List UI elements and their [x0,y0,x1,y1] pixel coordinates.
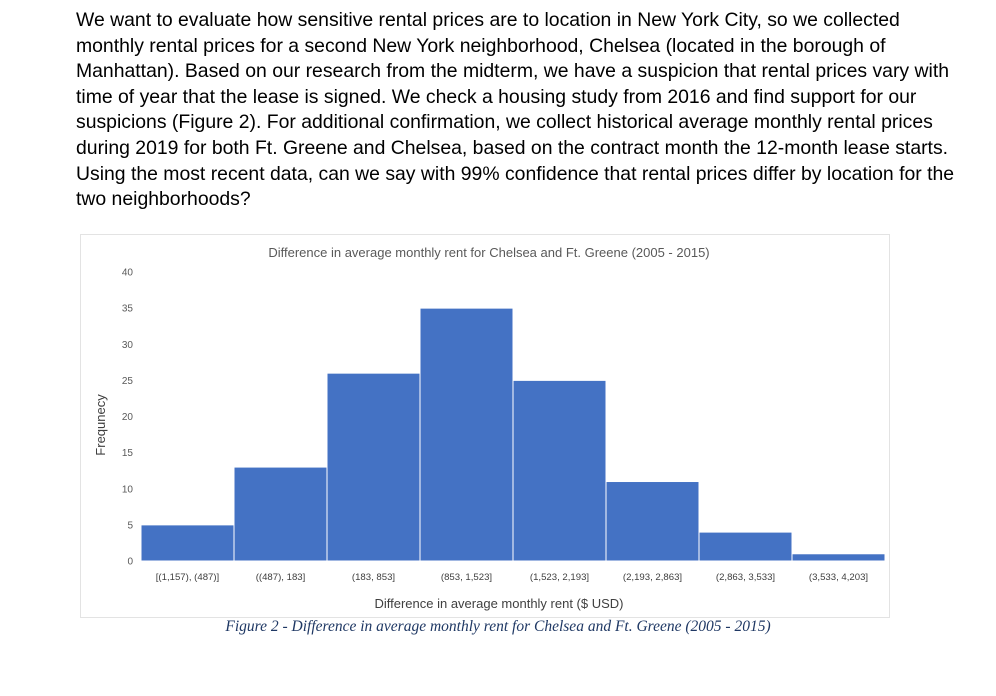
y-tick-label: 30 [122,340,134,351]
x-axis-label: Difference in average monthly rent ($ US… [374,596,623,611]
chart-title: Difference in average monthly rent for C… [268,245,709,260]
histogram-bar [512,379,607,562]
category-label: (853, 1,523] [441,572,492,583]
y-tick-label: 35 [122,304,134,315]
y-tick-label: 0 [127,557,133,568]
category-label: (3,533, 4,203] [809,572,868,583]
histogram-bar [791,553,886,562]
histogram-svg: Difference in average monthly rent for C… [93,245,886,611]
category-label: ((487), 183] [256,572,306,583]
histogram-bar [233,466,328,562]
y-tick-label: 25 [122,376,134,387]
problem-paragraph: We want to evaluate how sensitive rental… [76,9,955,211]
y-tick-label: 20 [122,412,134,423]
histogram-bar [419,307,514,562]
category-label: (2,193, 2,863] [623,572,682,583]
histogram-bar [326,372,421,562]
histogram-bar [698,531,793,562]
category-label: (1,523, 2,193] [530,572,589,583]
y-tick-label: 40 [122,268,134,279]
category-label: (183, 853] [352,572,395,583]
y-axis-ticks: 0 5 10 15 20 25 30 35 40 [122,268,134,568]
y-tick-label: 10 [122,484,134,495]
y-tick-label: 5 [127,520,133,531]
histogram-chart: Difference in average monthly rent for C… [80,234,890,618]
histogram-bar [140,524,235,562]
category-label: [(1,157), (487)] [156,572,219,583]
figure-caption: Figure 2 - Difference in average monthly… [225,618,771,635]
category-label: (2,863, 3,533] [716,572,775,583]
y-tick-label: 15 [122,448,134,459]
category-labels: [(1,157), (487)] ((487), 183] (183, 853] (8… [156,572,868,583]
bars-group [140,307,886,562]
histogram-bar [605,481,700,562]
y-axis-label: Frequnecy [93,394,108,456]
